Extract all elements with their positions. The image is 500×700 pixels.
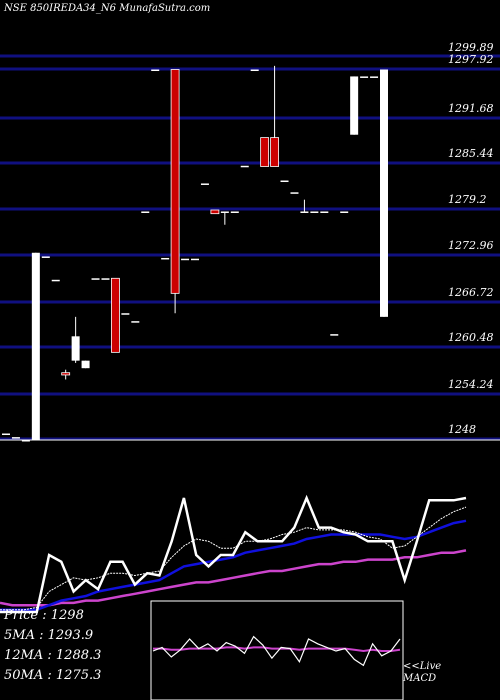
candle-body [181,258,190,261]
candle-body [161,257,170,260]
candle-body [131,321,140,323]
ma12-stat-label: 12MA [4,648,44,663]
ma50-stat-label: 50MA [4,668,44,683]
candlesticks [2,65,388,442]
chart-header: NSE 850IREDA34_N6 MunafaSutra.com [4,3,211,14]
price-line [0,494,467,614]
candle-body [51,279,60,282]
ma50-line [0,549,467,607]
candle-body [121,313,130,315]
candle-body [310,211,319,213]
price-grid [0,54,500,441]
candle-body [210,209,220,215]
candle-body [111,277,120,353]
candle-body [220,211,229,213]
candle-body [230,211,239,213]
candle-body [41,256,50,258]
macd-line [152,635,401,667]
macd-lines [152,635,401,667]
price-stat-value: 1298 [50,608,84,623]
candle-body [330,334,339,336]
macd-signal-line [153,646,401,653]
candle-body [320,211,329,213]
candle-body [21,440,30,442]
price-tick-label: 1260.48 [448,331,494,344]
candle-body [360,76,369,78]
candle-body [280,180,289,183]
candle-body [71,336,80,361]
candle-body [101,278,110,280]
price-tick-label: 1248 [448,423,476,436]
candle-body [370,76,379,78]
candle-body [11,437,20,439]
candle-body [91,278,100,280]
candle-body [170,69,180,294]
candle-body [290,192,299,194]
ma12-stat-value: 1288.3 [55,648,102,663]
candle-body [81,360,90,369]
candle-body [141,211,150,213]
candle-body [260,137,270,167]
candle-body [191,258,199,261]
candle-body [250,69,259,72]
ma5-stat-value: 1293.9 [47,628,94,643]
ma5-stat-label: 5MA [4,628,35,643]
candle-body [340,211,349,213]
candle-body [2,433,10,436]
price-tick-label: 1291.68 [448,102,494,115]
moving-average-panel [0,494,467,614]
candle-body [240,165,249,168]
ma50-stat-value: 1275.3 [55,668,102,683]
price-tick-label: 1297.92 [448,53,494,66]
macd-caption-title: MACD [403,673,437,684]
macd-caption: <<Live MACD [403,661,441,685]
price-tick-label: 1299.89 [448,41,494,54]
price-tick-label: 1266.72 [448,286,494,299]
ma5-stat: 5MA : 1293.9 [4,628,94,643]
candle-body [300,211,309,213]
candle-body [350,76,359,135]
price-tick-label: 1254.24 [448,378,494,391]
candle-body [200,183,209,185]
candle-body [151,69,160,72]
price-tick-label: 1279.2 [448,193,487,206]
macd-caption-live: <<Live [403,661,442,672]
price-tick-label: 1272.96 [448,239,494,252]
ma12-stat: 12MA : 1288.3 [4,648,102,663]
candle-body [31,252,40,440]
price-stat-label: Price [4,608,39,623]
ma12-line [0,519,467,611]
candle-body [380,69,388,317]
ma5-line [0,506,467,611]
price-stat: Price : 1298 [4,608,84,623]
price-tick-label: 1285.44 [448,147,494,160]
ma50-stat: 50MA : 1275.3 [4,668,102,683]
candle-body [61,372,71,376]
candle-body [270,137,279,167]
